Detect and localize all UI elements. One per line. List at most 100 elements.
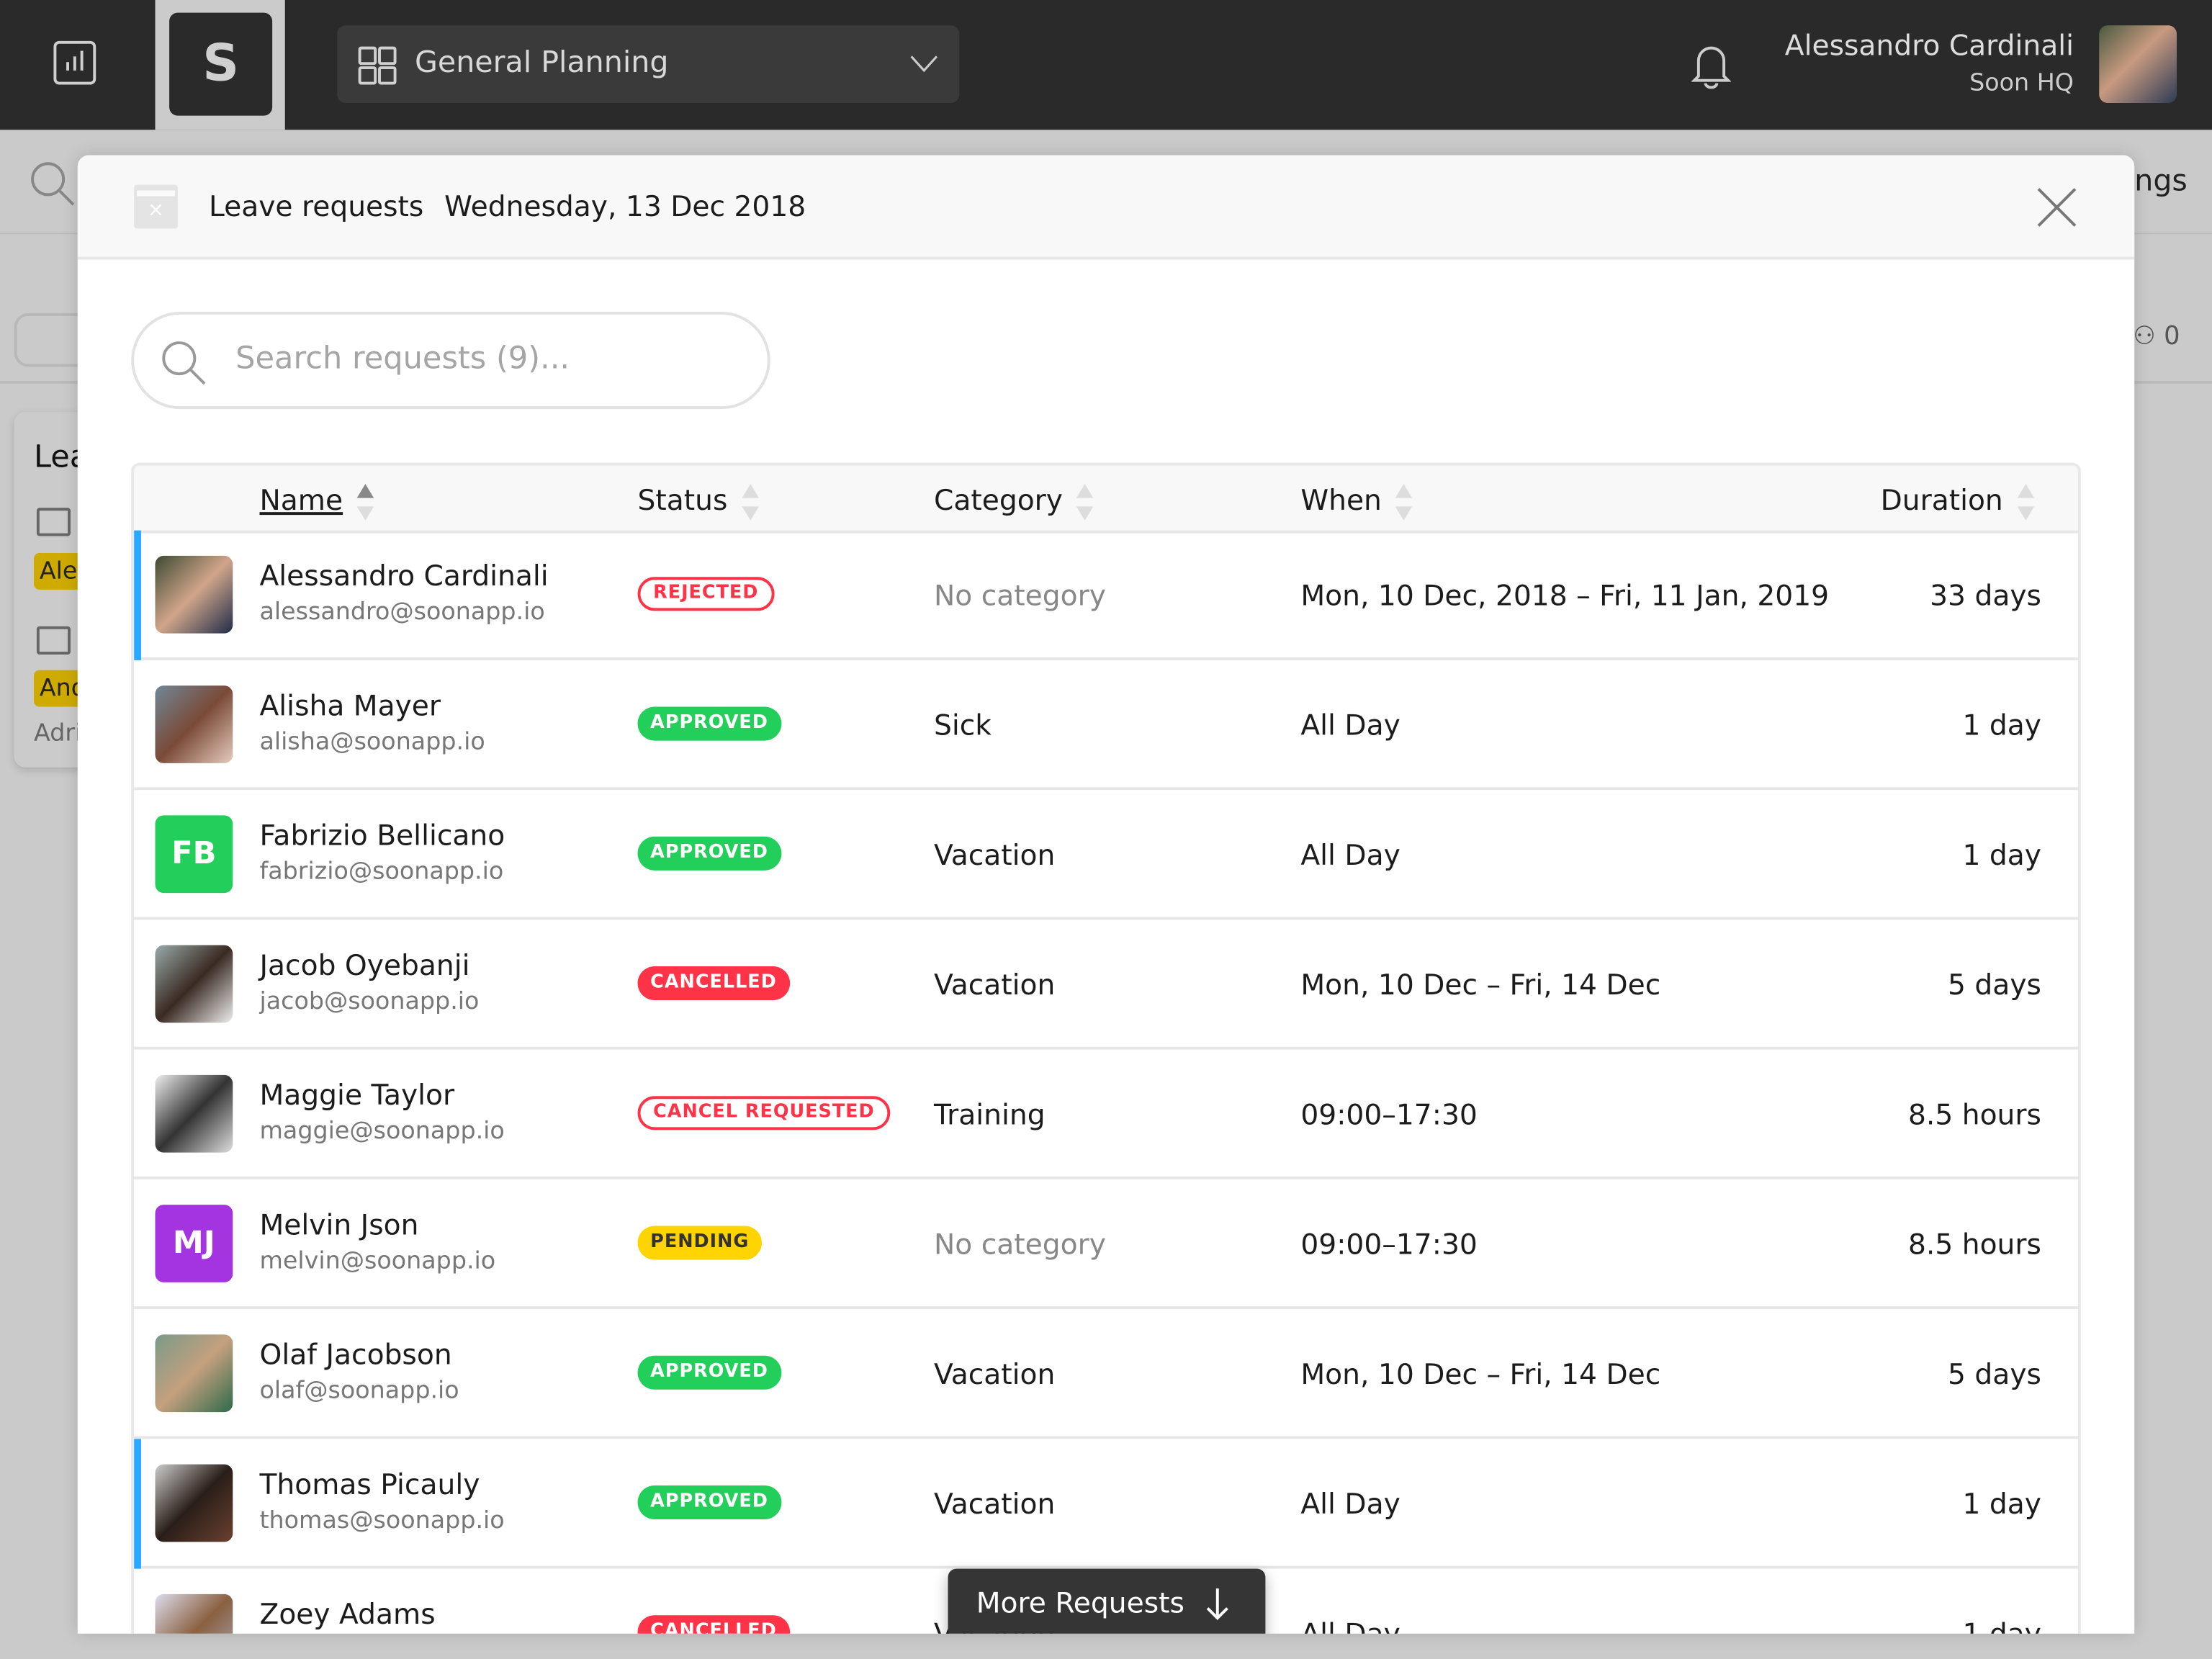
column-status[interactable]: Status: [638, 481, 759, 523]
status-badge: APPROVED: [637, 836, 781, 871]
modal-header: × Leave requests Wednesday, 13 Dec 2018: [77, 155, 2135, 260]
close-icon[interactable]: [2036, 186, 2078, 229]
table-row[interactable]: Alessandro Cardinali alessandro@soonapp.i…: [134, 530, 2078, 660]
table-row[interactable]: Jacob Oyebanji jacob@soonapp.io CANCELLED V…: [134, 920, 2078, 1050]
when: 09:00–17:30: [1300, 1097, 1478, 1132]
employee-email: alisha@soonapp.io: [259, 727, 485, 757]
sort-ascending-icon: [356, 481, 374, 523]
status-badge: REJECTED: [637, 577, 774, 611]
user-avatar[interactable]: [2099, 25, 2177, 104]
folder-icon: [36, 626, 71, 655]
search-requests[interactable]: [131, 311, 770, 410]
avatar: [155, 1074, 233, 1153]
modal-title: Leave requests: [208, 189, 424, 223]
duration: 5 days: [1948, 1357, 2041, 1391]
avatar: [155, 685, 233, 763]
stats-icon[interactable]: [53, 40, 96, 85]
when: Mon, 10 Dec – Fri, 14 Dec: [1300, 967, 1661, 1002]
category: Training: [933, 1097, 1046, 1132]
column-label: Status: [637, 483, 728, 518]
user-org: Soon HQ: [1969, 68, 2074, 98]
employee-email: olaf@soonapp.io: [259, 1377, 459, 1406]
duration: 1 day: [1962, 1617, 2041, 1634]
sort-icon: [742, 481, 759, 523]
background-text: Adri: [34, 719, 82, 748]
workspace-label: General Planning: [414, 45, 669, 79]
table-header: Name Status Category When Duration: [134, 465, 2078, 534]
employee-name: Zoey Adams: [259, 1596, 436, 1631]
avatar: [155, 1593, 233, 1634]
status-badge: APPROVED: [637, 706, 781, 741]
category: No category: [933, 1227, 1106, 1262]
employee-name: Melvin Json: [259, 1208, 419, 1242]
column-when[interactable]: When: [1300, 481, 1413, 523]
modal-date: Wednesday, 13 Dec 2018: [444, 189, 806, 223]
table-row[interactable]: Thomas Picauly thomas@soonapp.io APPROVED V…: [134, 1439, 2078, 1569]
sort-icon: [2017, 481, 2034, 523]
when: 09:00–17:30: [1300, 1227, 1478, 1262]
when: Mon, 10 Dec, 2018 – Fri, 11 Jan, 2019: [1300, 578, 1830, 613]
category: Vacation: [933, 837, 1056, 872]
employee-name: Alisha Mayer: [259, 688, 441, 723]
duration: 1 day: [1962, 837, 2041, 872]
app-logo: S: [169, 12, 273, 116]
avatar: [155, 945, 233, 1023]
table-row[interactable]: Olaf Jacobson olaf@soonapp.io APPROVED Vaca…: [134, 1309, 2078, 1439]
table-row[interactable]: FB Fabrizio Bellicano fabrizio@soonapp.io A…: [134, 790, 2078, 920]
table-row[interactable]: Maggie Taylor maggie@soonapp.io CANCEL REQ…: [134, 1050, 2078, 1179]
column-category[interactable]: Category: [934, 481, 1094, 523]
status-badge: APPROVED: [637, 1485, 781, 1520]
status-badge: CANCELLED: [637, 966, 790, 1001]
employee-email: fabrizio@soonapp.io: [259, 858, 504, 886]
background-members-count: ⚇ 0: [2133, 321, 2180, 351]
duration: 8.5 hours: [1907, 1097, 2041, 1132]
chevron-down-icon: [910, 55, 938, 73]
column-name[interactable]: Name: [259, 481, 374, 523]
when: All Day: [1300, 1617, 1401, 1634]
requests-table: Name Status Category When Duration Aless…: [131, 462, 2081, 1634]
avatar: [155, 555, 233, 634]
column-label: Name: [259, 483, 343, 518]
sort-icon: [1076, 481, 1094, 523]
category: Sick: [933, 708, 992, 742]
column-label: Duration: [1880, 483, 2003, 518]
background-search-icon: [28, 159, 76, 212]
background-settings-tab: ngs: [2134, 163, 2188, 198]
table-row[interactable]: Alisha Mayer alisha@soonapp.io APPROVED Sic…: [134, 660, 2078, 791]
when: All Day: [1300, 1486, 1401, 1521]
category: Vacation: [933, 967, 1056, 1002]
folder-icon: [36, 508, 71, 536]
duration: 5 days: [1948, 967, 2041, 1002]
employee-email: jacob@soonapp.io: [259, 987, 480, 1016]
column-label: Category: [933, 483, 1063, 518]
employee-email: thomas@soonapp.io: [259, 1506, 505, 1535]
avatar: FB: [155, 815, 233, 894]
more-requests-label: More Requests: [976, 1586, 1184, 1620]
duration: 8.5 hours: [1907, 1227, 2041, 1262]
employee-name: Thomas Picauly: [259, 1467, 480, 1501]
category: Vacation: [933, 1486, 1056, 1521]
employee-name: Maggie Taylor: [259, 1077, 455, 1112]
employee-name: Jacob Oyebanji: [259, 948, 470, 982]
status-badge: CANCEL REQUESTED: [637, 1096, 891, 1130]
duration: 33 days: [1930, 578, 2041, 613]
grid-icon: [358, 46, 397, 85]
employee-email: melvin@soonapp.io: [259, 1246, 496, 1276]
bell-icon[interactable]: [1691, 41, 1731, 89]
column-duration[interactable]: Duration: [1881, 481, 2034, 523]
leave-requests-modal: × Leave requests Wednesday, 13 Dec 2018 …: [77, 155, 2135, 1634]
user-name[interactable]: Alessandro Cardinali: [1784, 28, 2074, 63]
workspace-dropdown[interactable]: General Planning: [337, 25, 960, 104]
column-label: When: [1300, 483, 1382, 518]
status-badge: APPROVED: [637, 1355, 781, 1390]
search-input[interactable]: [233, 340, 747, 379]
app-switcher[interactable]: S: [155, 0, 285, 130]
more-requests-button[interactable]: More Requests: [948, 1568, 1266, 1634]
when: All Day: [1300, 708, 1401, 742]
when: All Day: [1300, 837, 1401, 872]
sort-icon: [1395, 481, 1413, 523]
table-row[interactable]: MJ Melvin Json melvin@soonapp.io PENDING No …: [134, 1179, 2078, 1310]
category: No category: [933, 578, 1106, 613]
employee-name: Fabrizio Bellicano: [259, 818, 505, 853]
employee-email: alessandro@soonapp.io: [259, 598, 545, 626]
